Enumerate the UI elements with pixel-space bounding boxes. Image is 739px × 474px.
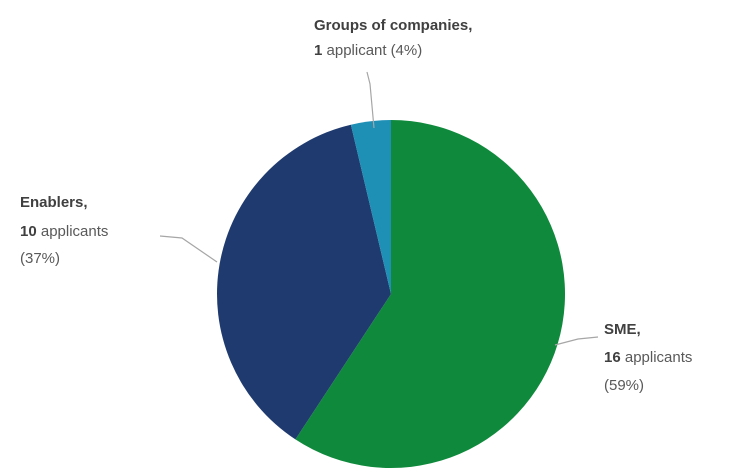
label-enablers-value: 10 applicants xyxy=(20,223,108,240)
label-enablers-count: 10 xyxy=(20,223,37,240)
label-sme-category: SME, xyxy=(604,321,641,338)
label-enablers-category: Enablers, xyxy=(20,194,88,211)
label-groups-value: 1 applicant (4%) xyxy=(314,42,422,59)
label-groups-category: Groups of companies, xyxy=(314,17,472,34)
pie-slice-groups-of-companies xyxy=(350,120,391,294)
pie-slices xyxy=(217,120,566,468)
label-sme-unit: applicants xyxy=(621,349,693,366)
label-enablers-percent: (37%) xyxy=(20,250,60,267)
label-groups-percent: (4%) xyxy=(391,42,423,59)
label-groups-unit: applicant xyxy=(322,42,387,59)
pie-slice-enablers xyxy=(217,124,391,440)
label-sme-percent: (59%) xyxy=(604,377,644,394)
label-sme: SME, 16 applicants (59%) xyxy=(604,321,697,394)
leader-line-sme xyxy=(554,336,599,346)
leader-line-groups xyxy=(366,71,375,129)
label-enablers-unit: applicants xyxy=(37,223,109,240)
label-sme-count: 16 xyxy=(604,349,621,366)
label-groups-of-companies: Groups of companies, 1 applicant (4%) xyxy=(314,17,477,59)
label-sme-value: 16 applicants xyxy=(604,349,692,366)
label-enablers: Enablers, 10 applicants (37%) xyxy=(20,194,113,267)
pie-slice-sme xyxy=(295,120,566,468)
leader-line-enablers xyxy=(159,235,218,263)
label-groups-count: 1 xyxy=(314,42,322,59)
